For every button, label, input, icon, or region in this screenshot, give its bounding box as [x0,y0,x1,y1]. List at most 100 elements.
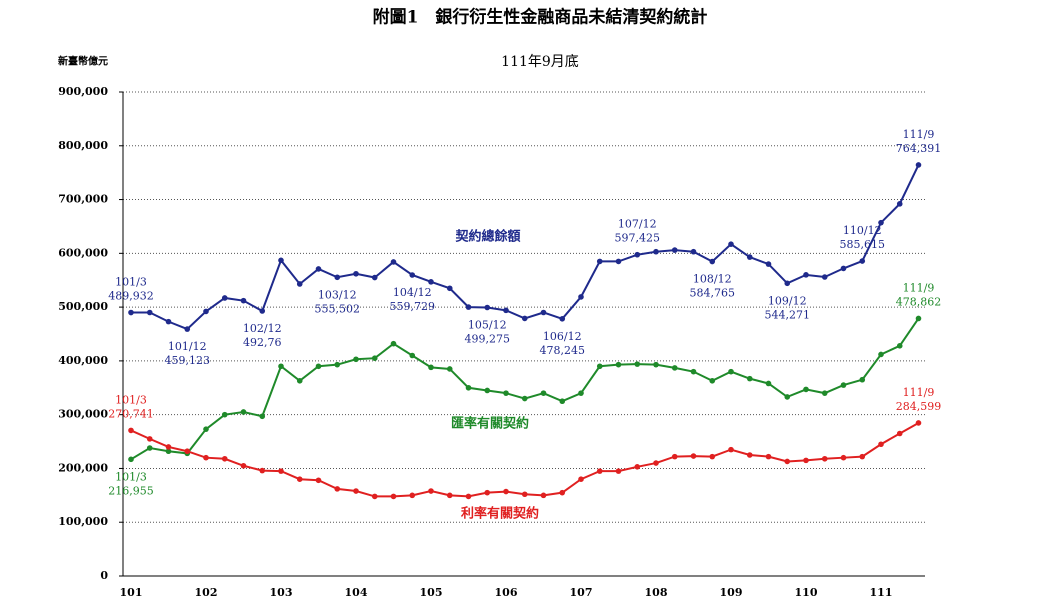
point-label: 103/12 [318,288,357,301]
data-point [203,426,209,432]
data-point [353,488,359,494]
x-tick-label: 104 [345,586,368,596]
data-point [334,274,341,281]
data-point [184,326,191,332]
data-label: 764,391 [896,142,942,155]
data-point [221,455,228,462]
x-tick-label: 103 [270,586,293,596]
data-point [390,493,397,500]
data-point [390,340,397,347]
data-point [859,453,866,460]
data-point [521,395,528,402]
data-point [503,488,509,495]
x-tick-label: 101 [120,586,143,596]
data-point [746,375,753,382]
point-label: 109/12 [768,294,807,307]
data-point [578,476,584,483]
data-label: 216,955 [108,484,154,497]
data-point [840,454,847,461]
data-point [484,387,491,394]
data-point [353,356,359,363]
data-point [278,257,284,264]
data-point [446,492,453,499]
data-point [240,462,247,469]
data-point [296,377,303,384]
data-point [803,272,809,278]
data-point [709,377,716,384]
data-point [296,476,303,483]
data-point [484,489,491,496]
data-point [821,274,828,280]
point-label: 105/12 [468,319,507,332]
data-point [784,458,791,465]
x-tick-label: 109 [720,586,743,596]
y-tick-label: 0 [100,569,108,582]
point-label: 102/12 [243,322,282,335]
point-label: 101/3 [115,393,147,406]
data-point [278,363,284,370]
data-point [409,352,416,359]
data-point [296,281,303,287]
data-point [671,453,678,460]
data-point [259,308,266,314]
data-point [615,258,622,265]
y-tick-label: 100,000 [58,515,108,528]
data-point [259,413,266,420]
data-label: 478,862 [896,295,942,308]
data-point [559,398,566,405]
data-point [371,355,378,362]
data-point [803,457,809,464]
data-point [315,477,322,484]
data-point [803,386,809,393]
data-point [221,411,228,418]
data-point [653,361,659,368]
data-point [203,308,209,315]
point-label: 106/12 [543,330,582,343]
chart-title: 附圖1 銀行衍生性金融商品未結清契約統計 [373,7,708,28]
data-point [428,488,434,494]
data-point [428,364,434,371]
data-label: 489,932 [108,290,154,303]
x-tick-label: 111 [870,586,893,596]
data-label: 492,76 [243,336,282,349]
data-point [465,304,472,310]
data-label: 459,123 [165,354,211,367]
data-point [128,427,134,434]
data-point [165,448,172,455]
data-point [409,492,416,499]
data-point [559,489,566,496]
data-point [746,254,753,260]
data-point [540,390,547,396]
data-label: 555,502 [315,302,361,315]
y-tick-label: 300,000 [58,408,108,421]
point-label: 108/12 [693,273,732,286]
point-label: 101/3 [115,276,147,289]
x-tick-label: 106 [495,586,518,596]
chart-subtitle: 111年9月底 [501,54,579,70]
data-point [334,361,341,368]
data-point [746,452,753,458]
data-point [634,464,641,470]
data-label: 597,425 [615,232,661,245]
data-point [896,430,903,437]
data-point [728,368,734,375]
data-point [521,491,528,498]
point-label: 101/3 [115,470,147,483]
x-tick-label: 102 [195,586,218,596]
x-tick-label: 110 [795,586,818,596]
y-tick-label: 400,000 [58,354,108,367]
data-point [915,315,922,322]
data-point [240,297,247,304]
data-point [315,363,322,370]
point-label: 104/12 [393,286,432,299]
data-point [428,279,434,285]
data-label: 499,275 [465,333,511,346]
series-label: 契約總餘額 [454,229,520,245]
data-point [371,493,378,500]
y-tick-label: 700,000 [58,193,108,206]
data-point [184,448,191,455]
data-label: 544,271 [765,308,811,321]
data-point [765,380,772,387]
data-point [203,454,209,461]
data-point [128,309,134,316]
